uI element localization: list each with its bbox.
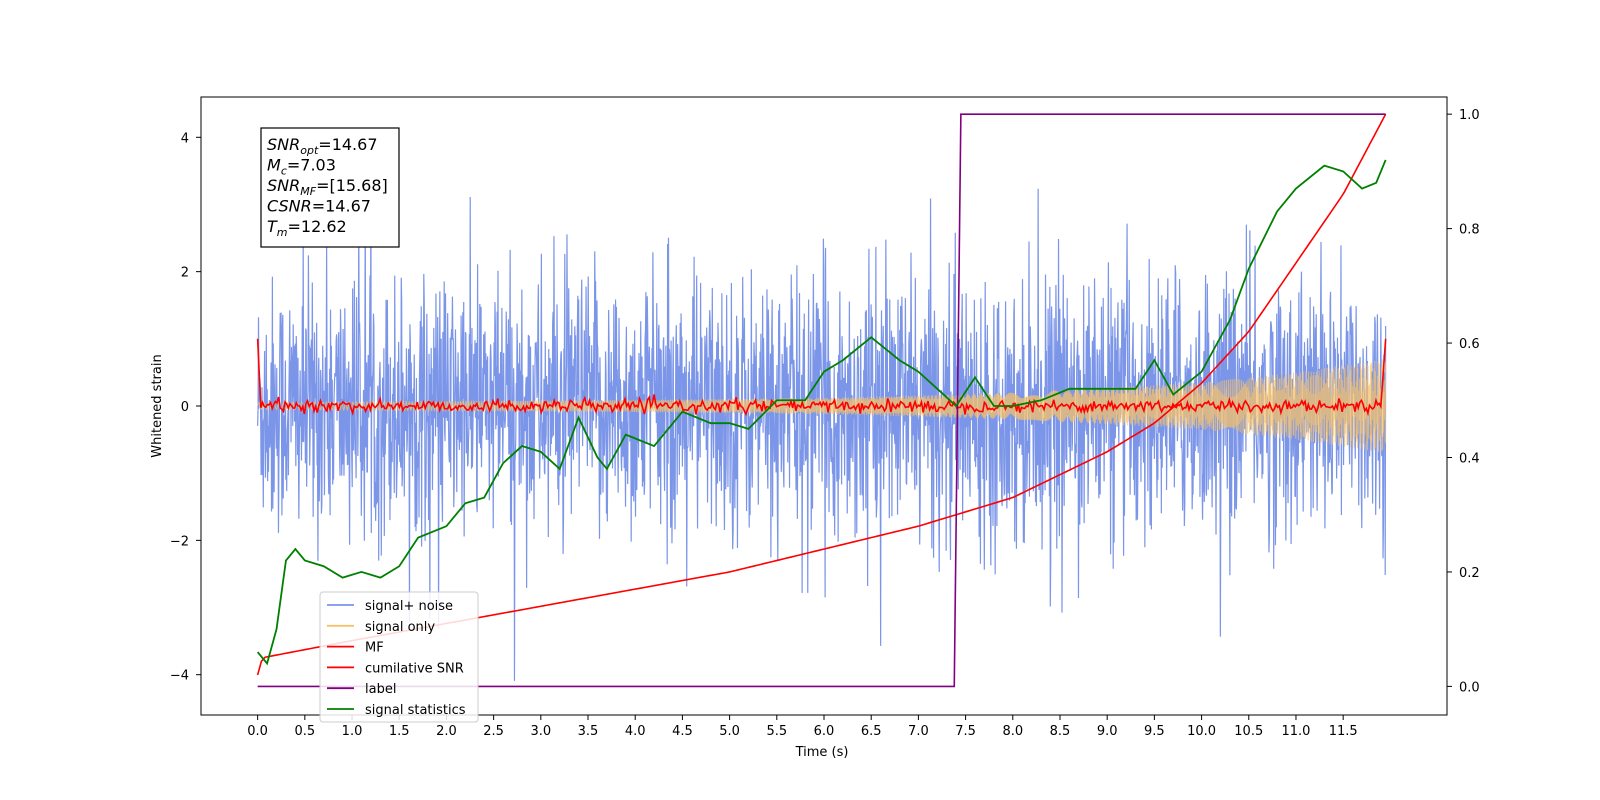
x-tick-label: 0.0 [247,724,268,739]
x-tick-label: 4.5 [672,724,693,739]
y-tick-label-left: 4 [181,131,189,146]
y-tick-label-right: 0.0 [1459,680,1480,695]
legend-entry: label [365,682,396,697]
y-tick-label-right: 0.8 [1459,223,1480,238]
x-tick-label: 9.0 [1097,724,1118,739]
y-tick-label-left: 2 [181,266,189,281]
x-tick-label: 10.0 [1187,724,1216,739]
x-tick-label: 5.0 [719,724,740,739]
y-axis-right: 0.0 0.2 0.4 0.6 0.8 1.0 [1447,108,1480,695]
y-tick-label-right: 0.2 [1459,566,1480,581]
annotation-line: Mc=7.03 [267,156,336,178]
legend-entry: signal statistics [365,703,466,718]
x-tick-label: 1.5 [389,724,410,739]
series-label [257,113,1386,688]
x-tick-label: 9.5 [1144,724,1165,739]
y-tick-label-right: 0.4 [1459,452,1480,467]
annotation-line: Tm=12.62 [267,217,347,239]
y-tick-label-left: 0 [181,400,189,415]
annotation-frame [260,127,400,248]
x-tick-label: 10.5 [1234,724,1263,739]
stats-annotation: SNRopt=14.67Mc=7.03SNRMF=[15.68]CSNR=14.… [260,127,400,248]
x-tick-label: 2.0 [436,724,457,739]
series-signal-noise [257,163,1387,681]
x-tick-label: 2.5 [483,724,504,739]
x-tick-label: 11.0 [1281,724,1310,739]
y-tick-label-left: −4 [170,669,189,684]
series-signal-only [257,359,1387,452]
x-tick-label: 4.0 [625,724,646,739]
y-tick-label-left: −2 [170,534,189,549]
annotation-line: SNRMF=[15.68] [267,176,388,198]
y-tick-label-right: 1.0 [1459,108,1480,123]
x-tick-label: 5.5 [766,724,787,739]
x-tick-label: 11.5 [1329,724,1358,739]
legend-frame [319,591,479,723]
y-axis-left: −4 −2 0 2 4 [170,131,201,684]
series-mf [256,338,1387,417]
series-signal-statistics [256,159,1387,666]
annotation-line: CSNR=14.67 [267,197,371,216]
x-tick-label: 8.0 [1002,724,1023,739]
y-axis-label-left: Whitened strain [150,354,165,457]
x-tick-label: 7.0 [908,724,929,739]
x-axis: 0.0 0.5 1.0 1.5 2.0 2.5 3.0 3.5 4.0 4.5 5.0 5.5 6.0 6… [247,715,1358,739]
x-tick-label: 6.5 [861,724,882,739]
x-tick-label: 0.5 [294,724,315,739]
x-tick-label: 7.5 [955,724,976,739]
annotation-line: SNRopt=14.67 [267,135,378,157]
legend: signal+ noise signal only MF cumilative SNR… [319,591,479,723]
x-tick-label: 6.0 [814,724,835,739]
x-axis-label: Time (s) [795,745,849,760]
x-tick-label: 1.0 [342,724,363,739]
x-tick-label: 3.0 [530,724,551,739]
legend-entry: signal only [365,620,435,635]
legend-entry: cumilative SNR [365,661,464,676]
x-tick-label: 8.5 [1050,724,1071,739]
legend-entry: signal+ noise [365,599,453,614]
y-tick-label-right: 0.6 [1459,337,1480,352]
x-tick-label: 3.5 [578,724,599,739]
legend-entry: MF [365,641,384,656]
